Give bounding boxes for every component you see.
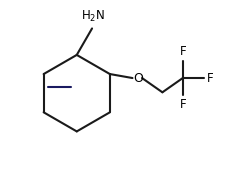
Text: F: F (179, 98, 185, 111)
Text: F: F (179, 45, 185, 58)
Text: F: F (206, 72, 212, 85)
Text: O: O (132, 72, 142, 85)
Text: H$_2$N: H$_2$N (81, 9, 105, 24)
